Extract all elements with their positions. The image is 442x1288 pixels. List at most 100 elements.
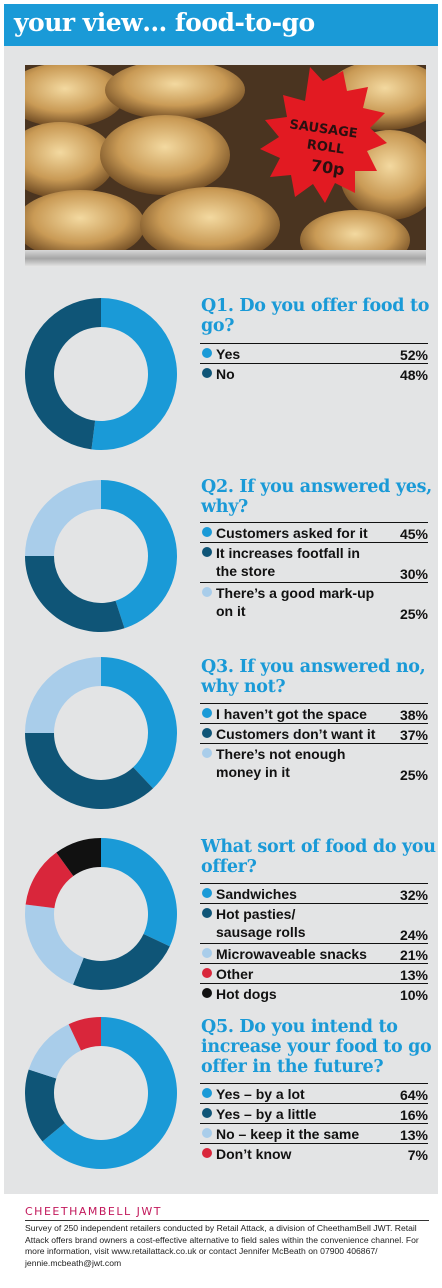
q2-legend-dot-1 — [202, 527, 212, 537]
q4-donut-chart — [25, 838, 177, 990]
q5-label-2: Yes – by a little — [216, 1106, 317, 1122]
chart2-slice-2 — [25, 556, 125, 632]
chart5-slice-1 — [42, 1017, 177, 1169]
q2-legend-dot-2 — [202, 547, 212, 557]
q3-legend-dot-3 — [202, 748, 212, 758]
q3-row-2: Customers don’t want it 37% — [200, 723, 428, 744]
q5-legend-dot-3 — [202, 1128, 212, 1138]
chart5-slice-2 — [25, 1069, 65, 1142]
q4-pct-3: 21% — [399, 947, 428, 963]
q4-label-2: Hot pasties/ sausage rolls — [216, 906, 306, 940]
footer-divider — [25, 1220, 429, 1221]
q1-donut-chart — [25, 298, 177, 450]
q2-row-2: It increases footfall in the store 30% — [200, 542, 428, 583]
q1-legend-dot-2 — [202, 368, 212, 378]
q5-legend-dot-2 — [202, 1108, 212, 1118]
q2-title: Q2. If you answered yes, why? — [201, 477, 432, 517]
q4-pct-1: 32% — [399, 887, 428, 903]
q1-pct-2: 48% — [399, 367, 428, 383]
q4-label-4: Other — [216, 966, 254, 982]
q5-title: Q5. Do you intend to increase your food … — [201, 1017, 432, 1077]
q3-pct-2: 37% — [399, 727, 428, 743]
q2-pct-2: 30% — [399, 566, 428, 582]
chart2-slice-3 — [25, 480, 101, 556]
q3-row-3: There’s not enough money in it 25% — [200, 743, 428, 784]
q1-label-1: Yes — [216, 346, 241, 362]
q3-pct-1: 38% — [399, 707, 428, 723]
chart4-slice-3 — [25, 904, 84, 985]
sign-line3: 70p — [310, 156, 346, 180]
chart5-slice-4 — [68, 1017, 101, 1051]
q2-label-1: Customers asked for it — [216, 525, 368, 541]
cheethambell-logo: CHEETHAMBELL JWT — [25, 1205, 162, 1218]
q2-row-3: There’s a good mark-up on it 25% — [200, 582, 428, 623]
q5-pct-4: 7% — [407, 1147, 428, 1163]
q5-row-1: Yes – by a lot 64% — [200, 1083, 428, 1104]
chart1-slice-2 — [25, 298, 101, 450]
q4-legend-dot-1 — [202, 888, 212, 898]
page-title: your view… food-to-go — [14, 8, 315, 37]
sausage-roll-photo-illustration: SAUSAGE ROLL 70p — [25, 65, 426, 267]
q3-label-1: I haven’t got the space — [216, 706, 367, 722]
q1-legend-dot-1 — [202, 348, 212, 358]
q3-label-3: There’s not enough money in it — [216, 746, 346, 780]
q5-pct-3: 13% — [399, 1127, 428, 1143]
q5-row-3: No – keep it the same 13% — [200, 1123, 428, 1144]
q4-label-3: Microwaveable snacks — [216, 946, 367, 962]
q4-title: What sort of food do you offer? — [201, 837, 436, 877]
header-bar: your view… food-to-go — [4, 4, 438, 46]
chart3-slice-3 — [25, 657, 101, 733]
q4-legend-dot-2 — [202, 908, 212, 918]
footer-note: Survey of 250 independent retailers cond… — [25, 1223, 419, 1268]
q4-row-4: Other 13% — [200, 963, 428, 984]
chart1-slice-1 — [91, 298, 177, 450]
q1-pct-1: 52% — [399, 347, 428, 363]
chart4-slice-4 — [25, 852, 74, 909]
q4-legend-dot-3 — [202, 948, 212, 958]
q5-pct-2: 16% — [399, 1107, 428, 1123]
q1-title: Q1. Do you offer food to go? — [201, 296, 430, 336]
chart3-slice-1 — [101, 657, 177, 789]
q1-row-1: Yes 52% — [200, 343, 428, 364]
chart4-slice-2 — [73, 934, 170, 990]
q3-row-1: I haven’t got the space 38% — [200, 703, 428, 724]
q4-label-5: Hot dogs — [216, 986, 277, 1002]
q5-legend-dot-1 — [202, 1088, 212, 1098]
q5-donut-chart — [25, 1017, 177, 1169]
q2-row-1: Customers asked for it 45% — [200, 522, 428, 543]
q3-legend-dot-2 — [202, 728, 212, 738]
q4-row-3: Microwaveable snacks 21% — [200, 943, 428, 964]
q4-row-2: Hot pasties/ sausage rolls 24% — [200, 903, 428, 944]
q3-title: Q3. If you answered no, why not? — [201, 657, 426, 697]
q5-legend-dot-4 — [202, 1148, 212, 1158]
chart3-slice-2 — [25, 733, 154, 809]
q4-label-1: Sandwiches — [216, 886, 297, 902]
q4-legend-dot-5 — [202, 988, 212, 998]
q4-row-5: Hot dogs 10% — [200, 983, 428, 1004]
q4-pct-4: 13% — [399, 967, 428, 983]
q2-label-3: There’s a good mark-up on it — [216, 585, 375, 619]
chart2-slice-1 — [101, 480, 177, 629]
q5-row-2: Yes – by a little 16% — [200, 1103, 428, 1124]
q3-label-2: Customers don’t want it — [216, 726, 376, 742]
q3-donut-chart — [25, 657, 177, 809]
q2-label-2: It increases footfall in the store — [216, 545, 360, 579]
q2-legend-dot-3 — [202, 587, 212, 597]
q2-pct-3: 25% — [399, 606, 428, 622]
q4-row-1: Sandwiches 32% — [200, 883, 428, 904]
sign-line2: ROLL — [306, 137, 345, 157]
q3-legend-dot-1 — [202, 708, 212, 718]
q4-legend-dot-4 — [202, 968, 212, 978]
q1-row-2: No 48% — [200, 363, 428, 384]
q5-label-1: Yes – by a lot — [216, 1086, 305, 1102]
q5-row-4: Don’t know 7% — [200, 1143, 428, 1164]
q4-pct-2: 24% — [399, 927, 428, 943]
chart5-slice-3 — [28, 1024, 81, 1079]
q2-donut-chart — [25, 480, 177, 632]
q4-pct-5: 10% — [399, 987, 428, 1003]
sausage-roll-photo: SAUSAGE ROLL 70p — [25, 65, 426, 267]
chart4-slice-1 — [101, 838, 177, 947]
chart4-slice-5 — [56, 838, 101, 876]
q5-label-3: No – keep it the same — [216, 1126, 360, 1142]
q5-pct-1: 64% — [399, 1087, 428, 1103]
